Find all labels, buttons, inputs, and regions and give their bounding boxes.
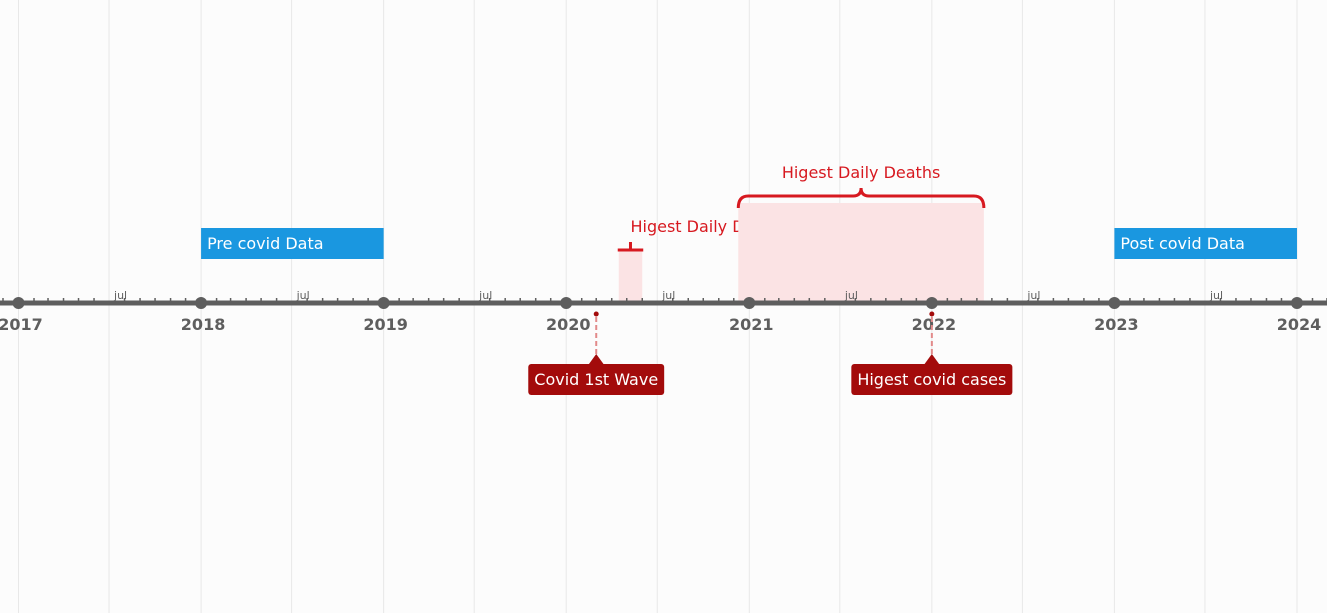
grid-lines <box>18 0 1298 613</box>
year-tick-label: 2020 <box>546 315 591 334</box>
year-tick <box>1290 297 1303 309</box>
mid-year-tick <box>654 300 660 306</box>
milestone-box <box>851 364 1013 395</box>
year-tick-label: 2023 <box>1094 315 1139 334</box>
year-tick-label: 2024 <box>1277 315 1322 334</box>
highlight-period-bracket <box>617 242 644 252</box>
mid-year-tick-label: jul <box>478 289 492 302</box>
year-tick-label: 2017 <box>0 315 43 334</box>
year-tick <box>560 297 573 309</box>
range-bar <box>1114 228 1297 259</box>
mid-year-tick <box>1202 300 1208 306</box>
range-bars: Pre covid Data Post covid Data <box>201 228 1297 259</box>
mid-year-tick-label: jul <box>661 289 675 302</box>
milestone-pointer <box>588 354 605 365</box>
mid-year-tick-label: jul <box>844 289 858 302</box>
milestone-dot <box>593 311 599 317</box>
year-tick <box>12 297 25 309</box>
mid-year-tick-label: jul <box>113 289 127 302</box>
time-axis: jul jul jul jul jul jul jul 2017 2018 2019 2020 202… <box>0 289 1327 334</box>
mid-year-tick <box>106 300 112 306</box>
highlight-period-fill <box>738 203 984 303</box>
mid-year-tick-label: jul <box>1209 289 1223 302</box>
year-tick <box>195 297 208 309</box>
year-tick-label: 2018 <box>181 315 226 334</box>
year-tick-label: 2022 <box>912 315 957 334</box>
mid-year-tick <box>1019 300 1025 306</box>
milestones: Covid 1st Wave Higest covid cases <box>528 311 1013 395</box>
range-bar <box>201 228 384 259</box>
year-tick <box>743 297 756 309</box>
milestone-dot <box>929 311 935 317</box>
highlight-period-bracket <box>736 187 986 209</box>
range-bar-label: Pre covid Data <box>207 234 323 253</box>
mid-year-tick <box>289 300 295 306</box>
year-tick <box>925 297 938 309</box>
range-bar-label: Post covid Data <box>1120 234 1245 253</box>
milestone-box <box>528 364 665 395</box>
mid-year-tick-label: jul <box>296 289 310 302</box>
milestone-label: Covid 1st Wave <box>534 370 658 389</box>
milestone-pointer <box>923 354 940 365</box>
mid-year-tick <box>837 300 843 306</box>
year-tick <box>377 297 390 309</box>
milestone-label: Higest covid cases <box>857 370 1006 389</box>
highlight-period-label: Higest Daily Deaths <box>782 163 940 182</box>
highlight-period-fill <box>618 250 643 303</box>
year-tick <box>1108 297 1121 309</box>
mid-year-tick-label: jul <box>1026 289 1040 302</box>
year-tick-label: 2019 <box>363 315 408 334</box>
year-tick-label: 2021 <box>729 315 774 334</box>
mid-year-tick <box>471 300 477 306</box>
